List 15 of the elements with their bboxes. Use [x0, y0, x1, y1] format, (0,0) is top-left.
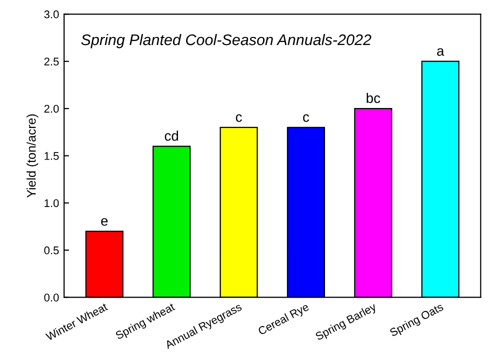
- y-tick-label: 1.0: [44, 199, 59, 208]
- annotation: c: [303, 114, 310, 122]
- y-axis-title: Yield (ton/acre): [26, 114, 38, 198]
- y-tick-label: 0.5: [44, 246, 59, 254]
- y-tick-label: 2.5: [44, 58, 59, 66]
- y-tick-label: 0.0: [44, 294, 59, 302]
- text: Spring Planted Cool-Season Annuals-2022: [81, 34, 372, 48]
- y-tick-label: 2.0: [44, 104, 59, 113]
- annotation: a: [437, 48, 444, 56]
- y-tick-label: 1.5: [44, 152, 59, 160]
- y-tick-label: 3.0: [44, 10, 59, 18]
- annotation: cd: [164, 130, 178, 141]
- annotation: e: [101, 218, 108, 226]
- annotation: c: [236, 114, 242, 122]
- annotation: bc: [366, 92, 380, 104]
